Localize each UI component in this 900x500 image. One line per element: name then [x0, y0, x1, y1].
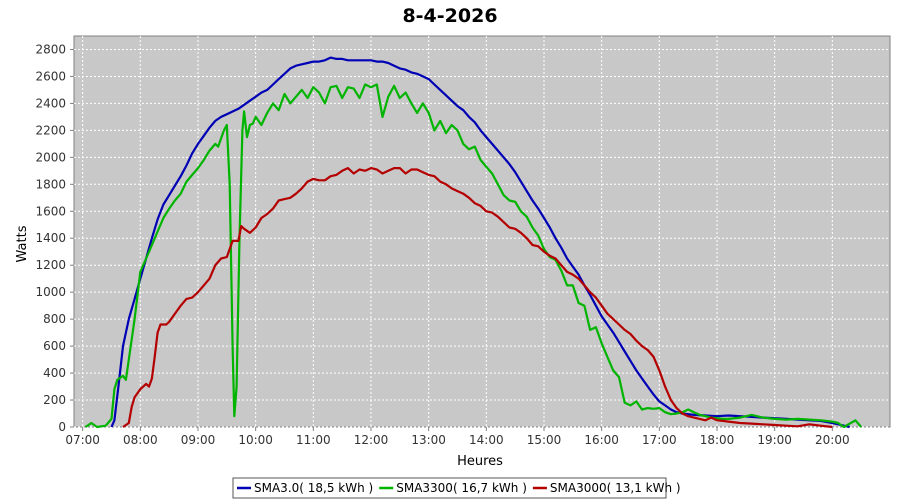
y-tick-label: 600 [43, 339, 66, 353]
series-line-1 [110, 56, 850, 429]
x-tick-label: 12:00 [354, 433, 389, 447]
y-axis-ticks: 0 200 400 600 800 1000 1200 1400 1600 1800 2000 220… [35, 42, 74, 434]
legend-label-1: SMA3.0( 18,5 kWh ) [254, 481, 373, 495]
y-tick-label: 1800 [35, 177, 66, 191]
x-tick-label: 20:00 [815, 433, 850, 447]
plot-area [73, 35, 891, 428]
y-tick-label: 2400 [35, 96, 66, 110]
y-tick-label: 2000 [35, 150, 66, 164]
series-lines [84, 56, 863, 429]
y-axis-label: Watts [15, 225, 30, 262]
x-tick-label: 09:00 [181, 433, 216, 447]
y-tick-label: 1600 [35, 204, 66, 218]
x-tick-label: 19:00 [757, 433, 792, 447]
legend: SMA3.0( 18,5 kWh ) SMA3300( 16,7 kWh ) SMA… [237, 481, 681, 495]
x-tick-label: 16:00 [584, 433, 619, 447]
x-axis-ticks: 07:00 08:00 09:00 10:00 11:00 12:00 13:00 14:00… [65, 427, 850, 447]
y-tick-label: 1200 [35, 258, 66, 272]
y-tick-label: 200 [43, 393, 66, 407]
x-tick-label: 11:00 [296, 433, 331, 447]
x-tick-label: 13:00 [411, 433, 446, 447]
y-tick-label: 0 [58, 420, 66, 434]
y-tick-label: 2200 [35, 123, 66, 137]
x-tick-label: 17:00 [642, 433, 677, 447]
y-tick-label: 800 [43, 312, 66, 326]
grid-lines [74, 36, 890, 428]
x-axis-label: Heures [457, 454, 503, 469]
x-tick-label: 15:00 [527, 433, 562, 447]
x-tick-label: 08:00 [123, 433, 158, 447]
y-tick-label: 2800 [35, 42, 66, 56]
series-line-2 [84, 83, 863, 429]
series-line-3 [122, 167, 833, 429]
y-tick-label: 400 [43, 366, 66, 380]
y-tick-label: 1400 [35, 231, 66, 245]
legend-label-2: SMA3300( 16,7 kWh ) [396, 481, 527, 495]
y-tick-label: 2600 [35, 69, 66, 83]
x-tick-label: 07:00 [65, 433, 100, 447]
x-tick-label: 18:00 [700, 433, 735, 447]
x-tick-label: 10:00 [238, 433, 273, 447]
legend-label-3: SMA3000( 13,1 kWh ) [550, 481, 681, 495]
y-tick-label: 1000 [35, 285, 66, 299]
x-tick-label: 14:00 [469, 433, 504, 447]
legend-box [232, 477, 667, 499]
chart-title: 8-4-2026 [402, 5, 497, 27]
